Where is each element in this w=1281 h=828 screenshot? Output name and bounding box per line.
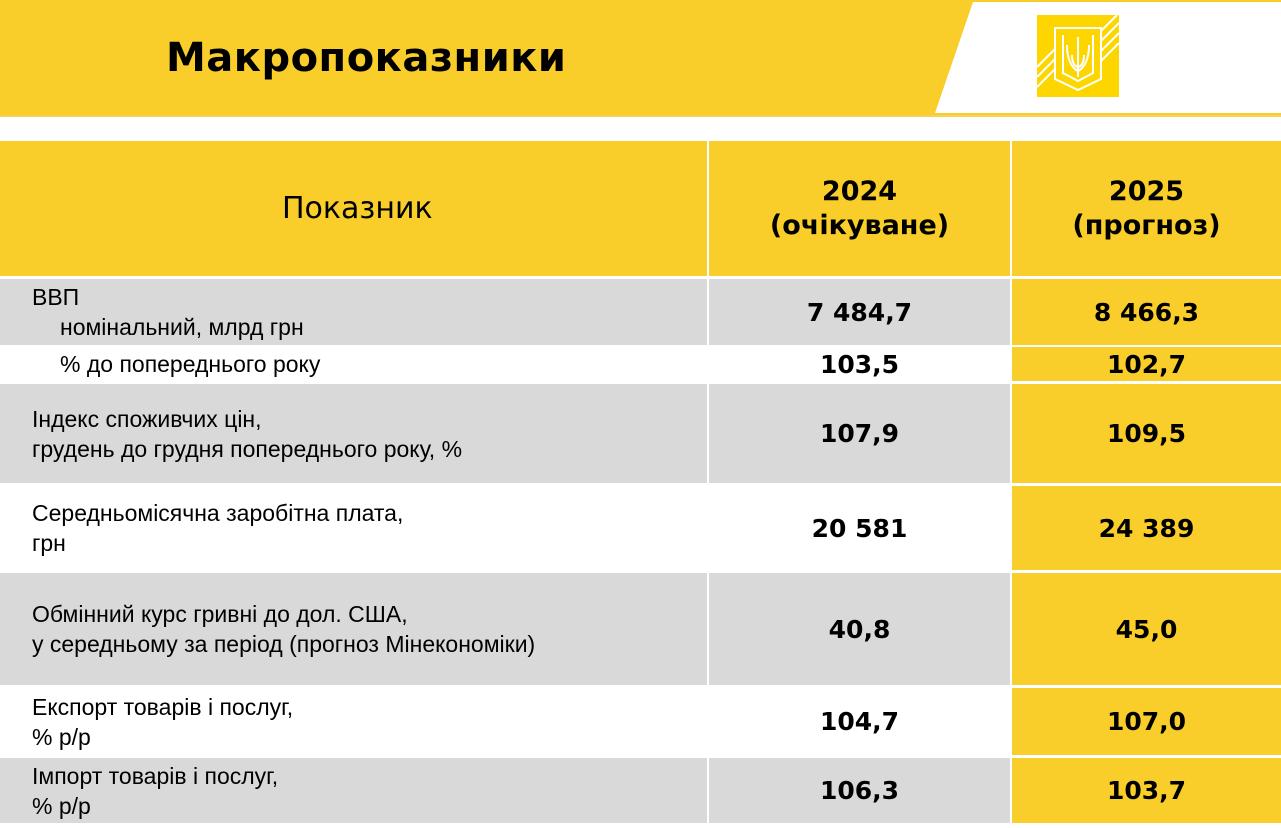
row-sublabel: грн	[32, 530, 66, 556]
row-label: Обмінний курс гривні до дол. США,	[32, 601, 408, 627]
row-sublabel: у середньому за період (прогноз Мінеконо…	[32, 631, 536, 657]
row-label: ВВП	[32, 284, 80, 310]
table-row: Індекс споживчих цін, грудень до грудня …	[0, 384, 1281, 483]
banner-divider	[0, 115, 1281, 117]
row-label: Середньомісячна заробітна плата,	[32, 500, 404, 526]
table-row: % до попереднього року 103,5 102,7	[0, 347, 1281, 381]
value-2024: 20 581	[709, 486, 1010, 570]
page-title: Макропоказники	[166, 35, 567, 81]
value-2025: 102,7	[1012, 347, 1281, 381]
header-2025-year: 2025	[1108, 175, 1185, 207]
row-sublabel: номінальний, млрд грн	[60, 314, 304, 340]
table-row: Обмінний курс гривні до дол. США, у сере…	[0, 573, 1281, 685]
value-2025: 107,0	[1012, 688, 1281, 755]
header-2024: 2024 (очікуване)	[709, 141, 1010, 276]
value-2024: 103,5	[709, 347, 1010, 381]
header-2025-note: (прогноз)	[1072, 209, 1221, 241]
row-label: Експорт товарів і послуг,	[32, 693, 294, 720]
value-2025: 103,7	[1012, 758, 1281, 823]
value-2025: 109,5	[1012, 384, 1281, 483]
value-2025: 45,0	[1012, 573, 1281, 685]
header-indicator: Показник	[0, 141, 707, 276]
table-row: ВВП номінальний, млрд грн 7 484,7 8 466,…	[0, 279, 1281, 345]
table-header-row: Показник 2024 (очікуване) 2025 (прогноз)	[0, 141, 1281, 276]
table-row: Імпорт товарів і послуг, % р/р 106,3 103…	[0, 758, 1281, 823]
row-sublabel: % р/р	[32, 723, 91, 750]
value-2024: 107,9	[709, 384, 1010, 483]
header-2024-note: (очікуване)	[769, 209, 950, 241]
value-2025: 8 466,3	[1012, 279, 1281, 345]
value-2025: 24 389	[1012, 486, 1281, 570]
header-2025: 2025 (прогноз)	[1012, 141, 1281, 276]
row-label: Імпорт товарів і послуг,	[32, 762, 279, 789]
table-row: Експорт товарів і послуг, % р/р 104,7 10…	[0, 688, 1281, 755]
value-2024: 7 484,7	[709, 279, 1010, 345]
row-label: % до попереднього року	[60, 351, 321, 377]
row-sublabel: грудень до грудня попереднього року, %	[32, 435, 463, 462]
table-row: Середньомісячна заробітна плата, грн 20 …	[0, 486, 1281, 570]
row-label: Індекс споживчих цін,	[32, 405, 262, 432]
value-2024: 106,3	[709, 758, 1010, 823]
header-2024-year: 2024	[821, 175, 898, 207]
row-sublabel: % р/р	[32, 792, 91, 819]
value-2024: 40,8	[709, 573, 1010, 685]
value-2024: 104,7	[709, 688, 1010, 755]
trident-emblem-icon	[1036, 14, 1120, 97]
